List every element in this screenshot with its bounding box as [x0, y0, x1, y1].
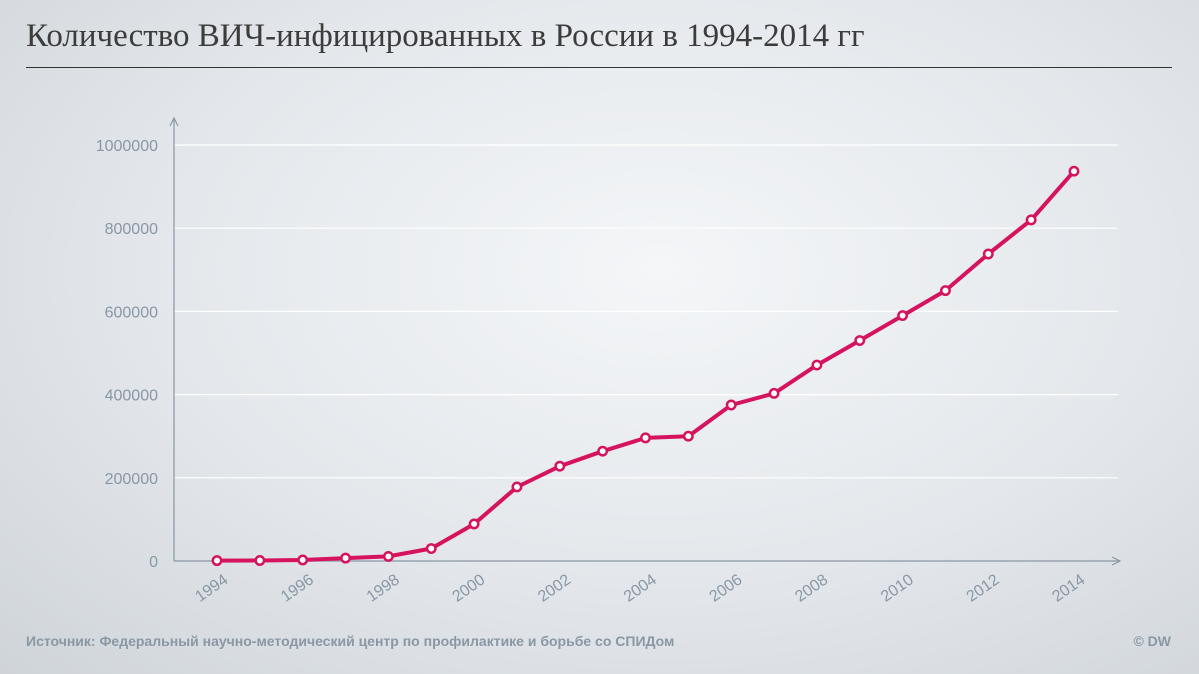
y-tick-label: 0 — [149, 554, 158, 571]
chart-title: Количество ВИЧ-инфицированных в России в… — [26, 18, 865, 54]
x-tick-label: 2002 — [535, 571, 574, 605]
data-point — [382, 550, 394, 562]
x-tick-label: 1998 — [364, 571, 403, 605]
data-point — [254, 555, 266, 566]
data-point — [1025, 214, 1037, 226]
data-point — [1068, 165, 1080, 177]
title-divider — [26, 67, 1172, 68]
x-axis-arrow-icon — [1111, 556, 1122, 566]
x-tick-label: 2010 — [878, 571, 917, 605]
y-tick-label: 800000 — [105, 221, 158, 238]
data-point — [511, 481, 523, 493]
data-point — [897, 310, 909, 322]
data-point — [811, 359, 823, 371]
data-point — [940, 285, 951, 297]
x-tick-label: 2006 — [707, 571, 746, 605]
data-point — [297, 554, 309, 566]
data-point — [682, 430, 694, 442]
x-tick-label: 2008 — [792, 571, 831, 605]
y-tick-label: 400000 — [105, 388, 158, 405]
data-point — [340, 552, 351, 564]
x-tick-label: 1996 — [278, 571, 317, 605]
y-axis-arrow-icon — [169, 116, 179, 127]
data-point — [211, 555, 223, 567]
y-tick-label: 1000000 — [96, 138, 158, 155]
data-point — [768, 387, 780, 399]
x-tick-label: 1994 — [192, 571, 231, 605]
data-point — [468, 518, 480, 530]
data-point — [597, 445, 609, 457]
source-note: Источник: Федеральный научно-методически… — [26, 633, 675, 649]
data-point — [725, 399, 737, 411]
y-tick-label: 200000 — [105, 471, 158, 488]
x-tick-label: 2014 — [1049, 571, 1088, 605]
x-tick-label: 2000 — [449, 571, 488, 605]
y-tick-label: 600000 — [105, 304, 158, 321]
data-point — [982, 248, 994, 260]
x-tick-label: 2012 — [964, 571, 1003, 605]
dw-credit: © DW — [1133, 633, 1171, 649]
series-line — [215, 169, 1076, 563]
x-tick-label: 2004 — [621, 571, 660, 605]
data-point — [554, 460, 566, 472]
data-point — [640, 432, 651, 444]
data-point — [425, 543, 437, 554]
data-point — [854, 335, 866, 346]
